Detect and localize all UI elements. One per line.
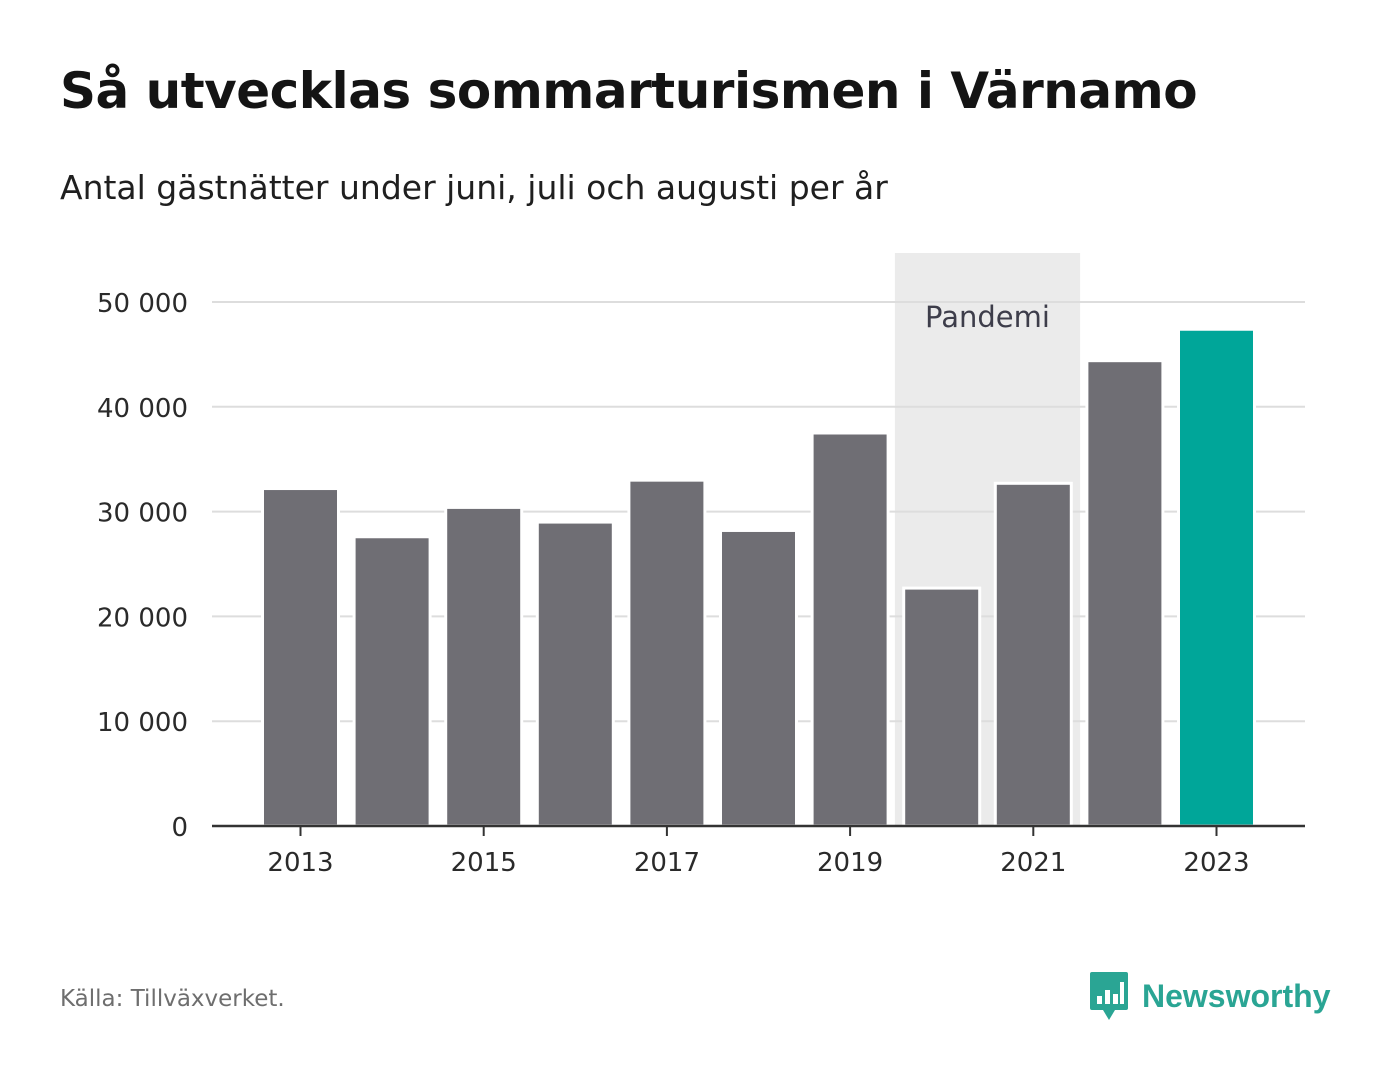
bar-2014 bbox=[352, 535, 432, 828]
newsworthy-logo-icon bbox=[1090, 972, 1128, 1020]
bars bbox=[261, 327, 1256, 828]
bar-2019 bbox=[810, 431, 890, 828]
brand-name: Newsworthy bbox=[1142, 977, 1331, 1014]
y-tick-label: 0 bbox=[171, 813, 188, 843]
bar-chart: Pandemi 0 10 000 20 000 30 000 40 000 50 000 2… bbox=[97, 253, 1305, 878]
bar-2015 bbox=[444, 505, 524, 828]
x-tick-label: 2021 bbox=[1000, 848, 1066, 878]
bar-2013 bbox=[261, 487, 340, 828]
source-note: Källa: Tillväxverket. bbox=[60, 986, 285, 1012]
bar-2018 bbox=[719, 528, 798, 828]
bar-2022 bbox=[1085, 359, 1165, 828]
y-tick-label: 10 000 bbox=[97, 708, 188, 738]
bar-2023 bbox=[1177, 327, 1256, 828]
x-tick-label: 2015 bbox=[451, 848, 517, 878]
y-tick-label: 20 000 bbox=[97, 603, 188, 633]
bar-2020 bbox=[902, 586, 982, 828]
bar-2016 bbox=[535, 520, 615, 828]
x-tick-label: 2019 bbox=[817, 848, 883, 878]
x-tick-label: 2023 bbox=[1183, 848, 1249, 878]
x-tick-label: 2017 bbox=[634, 848, 700, 878]
y-tick-label: 40 000 bbox=[97, 394, 188, 424]
x-tick-label: 2013 bbox=[267, 848, 333, 878]
y-tick-label: 30 000 bbox=[97, 499, 188, 529]
chart-subtitle: Antal gästnätter under juni, juli och au… bbox=[60, 168, 888, 207]
pandemic-label: Pandemi bbox=[925, 300, 1050, 334]
y-tick-label: 50 000 bbox=[97, 289, 188, 319]
bar-2017 bbox=[627, 478, 707, 828]
chart-title: Så utvecklas sommarturismen i Värnamo bbox=[60, 62, 1198, 120]
tick-labels: 0 10 000 20 000 30 000 40 000 50 000 2013 2015 2… bbox=[97, 289, 1250, 878]
axes bbox=[212, 824, 1305, 836]
brand-logo[interactable]: Newsworthy bbox=[1088, 968, 1330, 1024]
bar-2021 bbox=[993, 481, 1073, 828]
